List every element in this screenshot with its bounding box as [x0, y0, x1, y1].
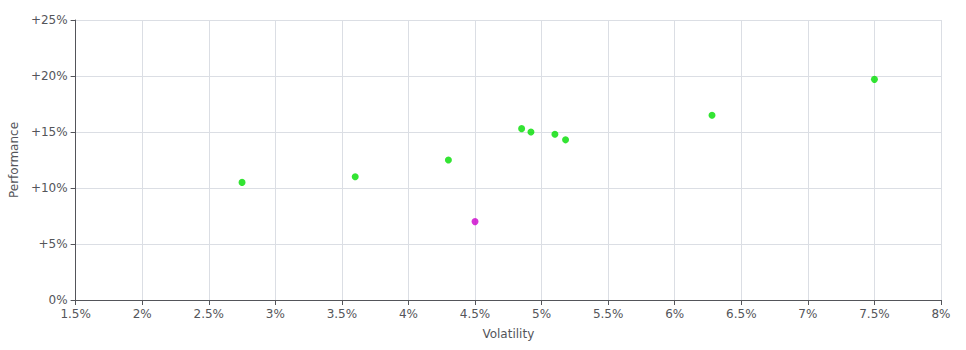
svg-text:Volatility: Volatility: [482, 327, 534, 341]
svg-text:7.5%: 7.5%: [859, 307, 890, 321]
svg-text:0%: 0%: [49, 293, 68, 307]
svg-text:3%: 3%: [266, 307, 285, 321]
svg-text:1.5%: 1.5%: [60, 307, 91, 321]
svg-text:2%: 2%: [133, 307, 152, 321]
svg-text:4.5%: 4.5%: [460, 307, 491, 321]
svg-text:+20%: +20%: [31, 69, 68, 83]
svg-text:8%: 8%: [931, 307, 950, 321]
svg-text:3.5%: 3.5%: [327, 307, 358, 321]
svg-text:5%: 5%: [532, 307, 551, 321]
svg-text:2.5%: 2.5%: [194, 307, 225, 321]
svg-text:7%: 7%: [798, 307, 817, 321]
svg-text:+15%: +15%: [31, 125, 68, 139]
svg-text:+10%: +10%: [31, 181, 68, 195]
svg-text:+5%: +5%: [39, 237, 68, 251]
svg-text:4%: 4%: [399, 307, 418, 321]
svg-text:6.5%: 6.5%: [726, 307, 757, 321]
svg-text:+25%: +25%: [31, 13, 68, 27]
svg-text:Performance: Performance: [7, 122, 21, 198]
svg-text:6%: 6%: [665, 307, 684, 321]
svg-text:5.5%: 5.5%: [593, 307, 624, 321]
